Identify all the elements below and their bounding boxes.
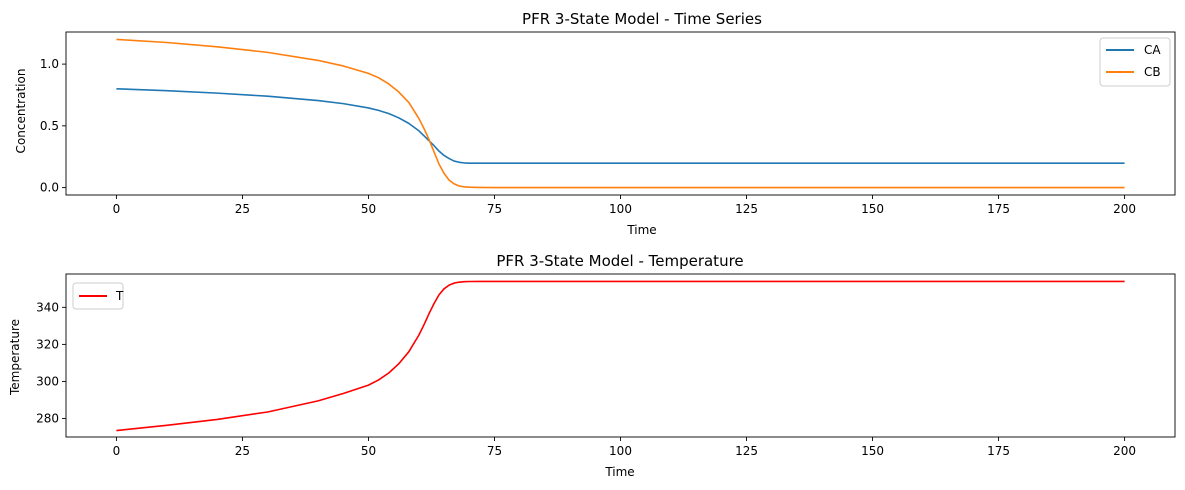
y-axis-label: Concentration [14, 69, 28, 154]
plot-area: 0 25 50 75 100 125 150 175 200 0.0 0.5 1.0 [40, 31, 1176, 216]
x-axis-label: Time [604, 465, 634, 479]
y-axis-label: Temperature [8, 319, 22, 396]
chart-title: PFR 3-State Model - Time Series [522, 10, 762, 28]
y-tick-label: 320 [36, 337, 59, 351]
x-tick-label: 175 [987, 202, 1010, 216]
x-tick-label: 75 [487, 444, 502, 458]
x-tick-label: 50 [361, 202, 376, 216]
x-tick-label: 0 [113, 444, 121, 458]
plot-area: 0 25 50 75 100 125 150 175 200 280 300 320 340 [36, 273, 1176, 458]
series-line-ca [116, 88, 1125, 164]
x-tick-label: 100 [609, 202, 632, 216]
series-line-cb [116, 38, 1125, 189]
x-tick-label: 125 [735, 202, 758, 216]
x-tick-label: 175 [987, 444, 1010, 458]
y-tick-label: 1.0 [40, 57, 59, 71]
x-tick-label: 200 [1113, 444, 1136, 458]
chart-title: PFR 3-State Model - Temperature [496, 252, 743, 270]
x-tick-label: 50 [361, 444, 376, 458]
y-tick-label: 0.0 [40, 181, 59, 195]
temperature-chart: PFR 3-State Model - Temperature Time Tem… [8, 252, 1176, 479]
y-tick-label: 0.5 [40, 119, 59, 133]
x-tick-label: 150 [861, 444, 884, 458]
x-tick-label: 25 [235, 444, 250, 458]
x-tick-label: 75 [487, 202, 502, 216]
legend-label-cb: CB [1144, 65, 1161, 79]
y-tick-label: 340 [36, 300, 59, 314]
series-line-t [116, 280, 1125, 432]
x-tick-label: 0 [113, 202, 121, 216]
y-tick-label: 300 [36, 374, 59, 388]
legend-label-ca: CA [1144, 43, 1161, 57]
time-series-chart: PFR 3-State Model - Time Series Time Con… [14, 10, 1176, 237]
legend: CA CB [1099, 37, 1171, 87]
y-tick-label: 280 [36, 411, 59, 425]
x-tick-label: 125 [735, 444, 758, 458]
legend-label-t: T [115, 289, 124, 303]
legend: T [72, 282, 124, 310]
x-tick-label: 100 [609, 444, 632, 458]
x-tick-label: 150 [861, 202, 884, 216]
x-tick-label: 200 [1113, 202, 1136, 216]
x-tick-label: 25 [235, 202, 250, 216]
x-axis-label: Time [626, 223, 656, 237]
